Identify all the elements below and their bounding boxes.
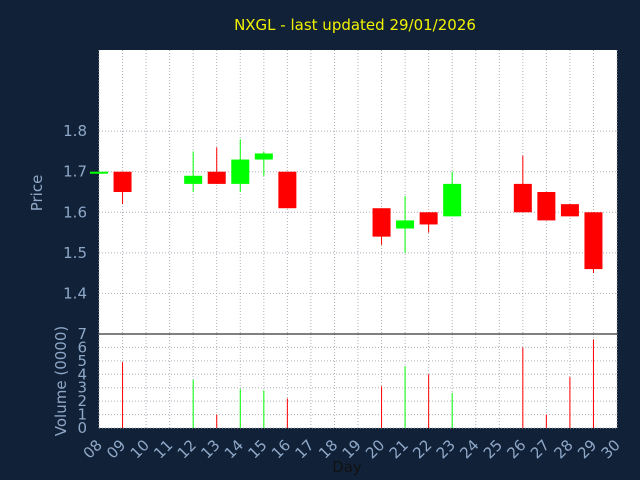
candle-body: [443, 183, 462, 217]
x-tick-label: 22: [409, 436, 435, 462]
x-tick-label: 30: [598, 436, 624, 462]
volume-axis-label: Volume (0000): [52, 326, 70, 436]
volume-tick-label: 5: [77, 352, 87, 370]
x-tick-label: 28: [551, 436, 577, 462]
x-tick-label: 29: [574, 436, 600, 462]
price-tick-label: 1.5: [63, 244, 87, 262]
volume-tick-label: 6: [77, 338, 87, 356]
x-tick-label: 14: [221, 436, 247, 462]
chart-title: NXGL - last updated 29/01/2026: [234, 16, 476, 34]
candle-body: [184, 175, 203, 184]
volume-tick-label: 2: [77, 392, 87, 410]
price-tick-label: 1.7: [63, 163, 87, 181]
x-tick-label: 12: [174, 436, 200, 462]
x-tick-label: 15: [244, 436, 270, 462]
x-axis-label: Day: [332, 458, 362, 476]
price-tick-label: 1.8: [63, 122, 87, 140]
x-tick-label: 09: [103, 436, 129, 462]
volume-plot-area: [99, 334, 617, 428]
x-tick-label: 10: [127, 436, 153, 462]
x-tick-label: 20: [362, 436, 388, 462]
price-axis-label: Price: [28, 175, 46, 212]
x-tick-label: 16: [268, 436, 294, 462]
candle-body: [537, 192, 556, 221]
candle-body: [419, 212, 438, 225]
price-tick-label: 1.6: [63, 203, 87, 221]
x-tick-label: 17: [292, 436, 318, 462]
volume-tick-label: 0: [77, 419, 87, 437]
volume-tick-label: 7: [77, 325, 87, 343]
x-tick-label: 23: [433, 436, 459, 462]
candle-body: [513, 183, 532, 213]
x-tick-label: 25: [480, 436, 506, 462]
candle-body: [278, 171, 297, 209]
candle-body: [231, 159, 250, 184]
candle-body: [207, 171, 226, 184]
x-tick-label: 27: [527, 436, 553, 462]
candle-body: [254, 153, 273, 160]
x-tick-label: 11: [150, 436, 176, 462]
x-tick-label: 13: [197, 436, 223, 462]
volume-tick-label: 3: [77, 379, 87, 397]
volume-tick-label: 1: [77, 406, 87, 424]
candle-body: [90, 171, 108, 174]
candle-body: [113, 171, 132, 192]
x-tick-label: 21: [386, 436, 412, 462]
volume-tick-label: 4: [77, 365, 87, 383]
candle-body: [584, 212, 603, 270]
price-panel: 1.4 1.5 1.6 1.7 1.8: [63, 50, 618, 334]
candle-body: [560, 204, 579, 217]
x-tick-label: 26: [503, 436, 529, 462]
price-tick-label: 1.4: [63, 284, 87, 302]
x-tick-label: 08: [80, 436, 106, 462]
x-tick-label: 24: [456, 436, 482, 462]
candle-body: [396, 220, 415, 229]
candle-body: [372, 208, 391, 237]
